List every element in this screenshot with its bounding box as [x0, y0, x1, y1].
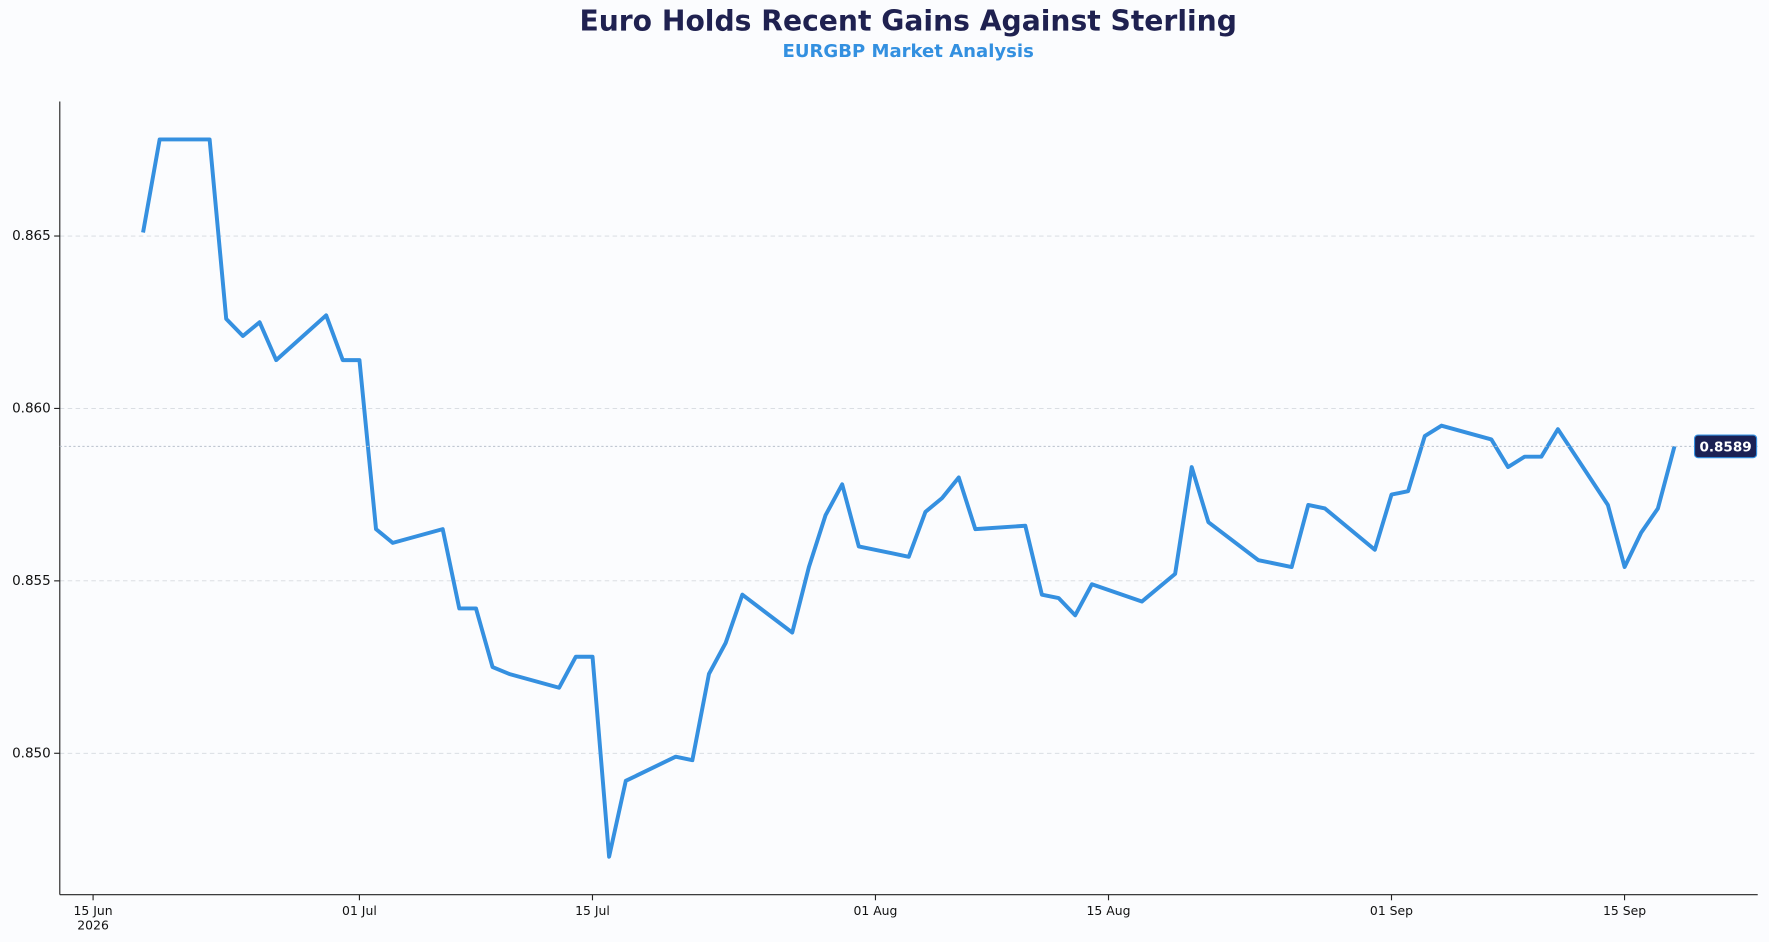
x-tick-label: 01 Aug — [853, 903, 898, 919]
x-tick-label: 15 Jun 2026 — [73, 903, 113, 934]
last-value-badge — [1693, 434, 1758, 459]
y-tick-label: 0.865 — [12, 228, 51, 244]
chart-subtitle: EURGBP Market Analysis — [783, 41, 1034, 62]
last-value-label: 0.8589 — [1699, 439, 1751, 455]
x-tick-label: 01 Sep — [1369, 903, 1414, 919]
y-tick-label: 0.850 — [12, 745, 51, 761]
y-tick-label: 0.855 — [12, 573, 51, 589]
chart-title: Euro Holds Recent Gains Against Sterling — [579, 5, 1236, 38]
x-tick-label: 15 Jul — [575, 903, 610, 919]
y-tick-label: 0.860 — [12, 400, 51, 416]
x-tick-label: 15 Aug — [1086, 903, 1131, 919]
x-tick-label: 01 Jul — [342, 903, 377, 919]
x-tick-label: 15 Sep — [1602, 903, 1647, 919]
price-line — [141, 137, 1677, 859]
